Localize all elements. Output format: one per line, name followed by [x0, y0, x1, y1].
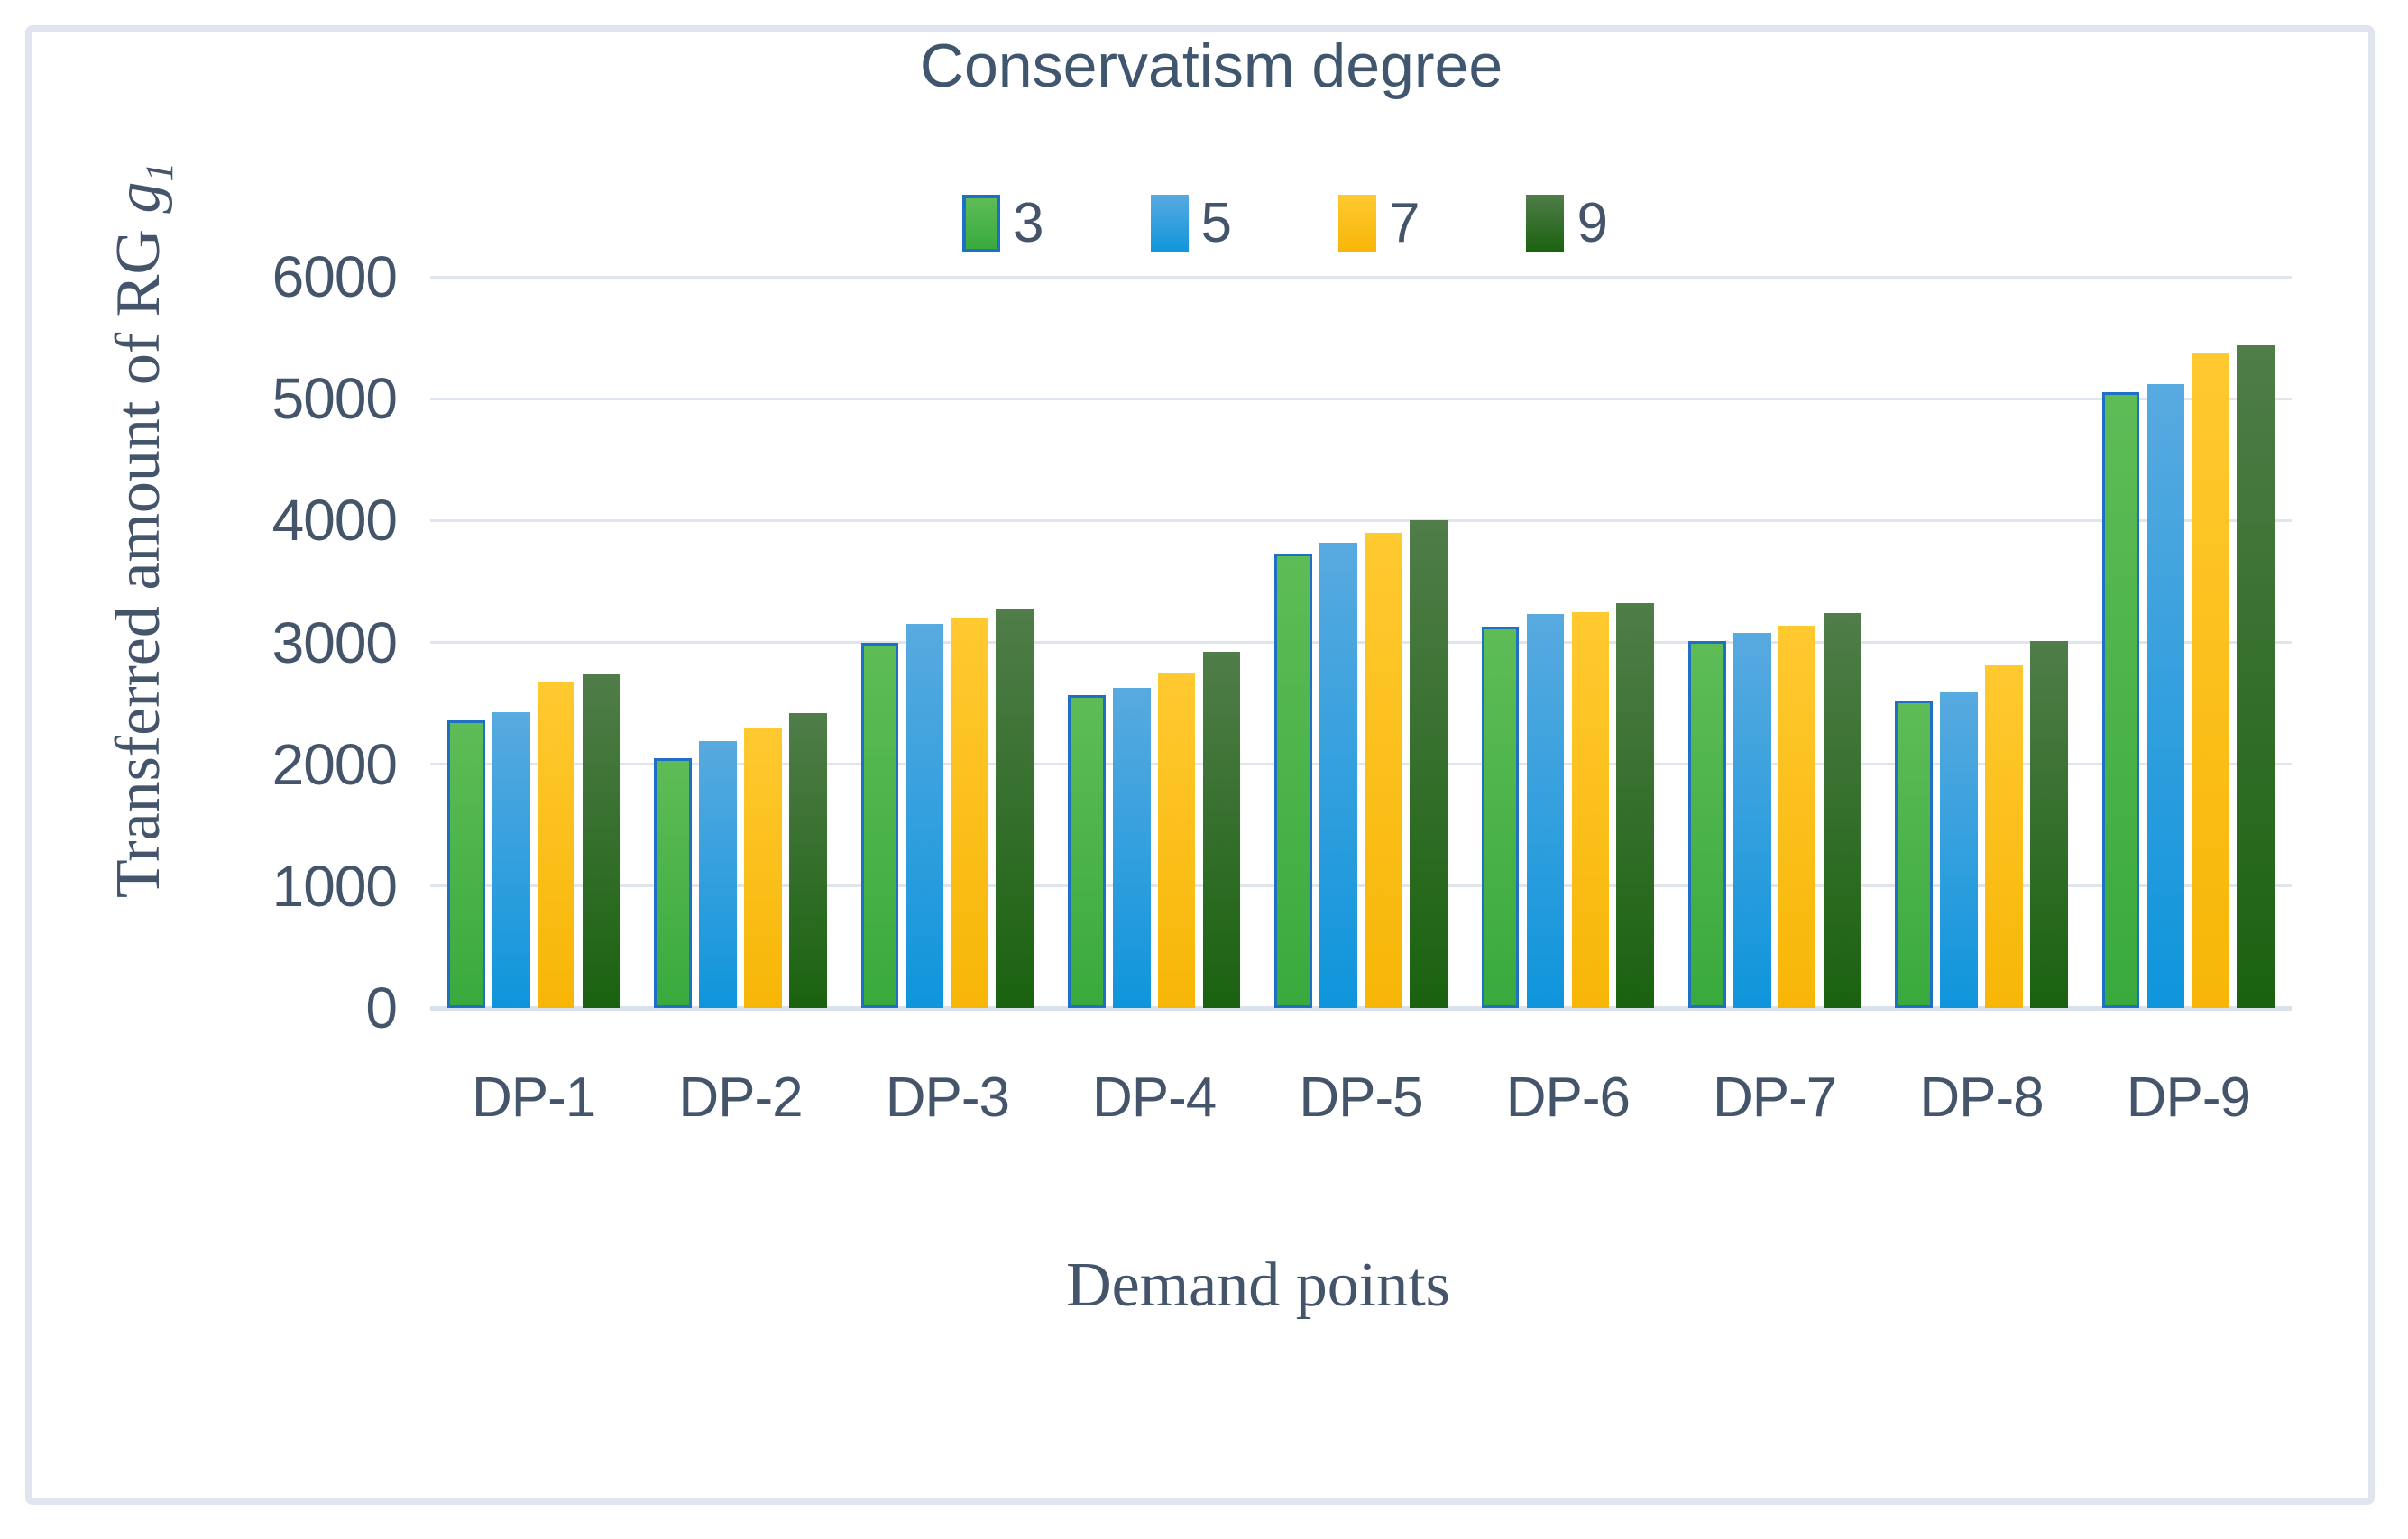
- gridline: [430, 884, 2292, 888]
- bar-DP-2-degree-9[interactable]: [789, 712, 827, 1008]
- bar-DP-1-degree-7[interactable]: [537, 681, 575, 1008]
- bar-DP-1-degree-5[interactable]: [492, 711, 530, 1008]
- bar-DP-6-degree-3[interactable]: [1481, 626, 1520, 1008]
- bar-DP-7-degree-5[interactable]: [1733, 632, 1771, 1008]
- bar-DP-4-degree-5[interactable]: [1113, 687, 1151, 1008]
- bar-DP-8-degree-9[interactable]: [2030, 641, 2068, 1008]
- legend-label-3: 3: [1013, 192, 1044, 254]
- x-axis-label-DP-5: DP-5: [1299, 1067, 1423, 1129]
- bar-DP-4-degree-3[interactable]: [1068, 694, 1106, 1008]
- bar-DP-5-degree-5[interactable]: [1319, 542, 1357, 1008]
- x-axis-label-DP-7: DP-7: [1713, 1067, 1837, 1129]
- bar-DP-6-degree-5[interactable]: [1526, 614, 1565, 1008]
- y-tick-label: 2000: [271, 731, 398, 797]
- legend-label-9: 9: [1576, 192, 1608, 254]
- x-axis-label-DP-1: DP-1: [472, 1067, 596, 1129]
- bar-DP-2-degree-3[interactable]: [654, 757, 692, 1008]
- y-axis-title-subscript: 1: [138, 161, 181, 182]
- bar-DP-9-degree-3[interactable]: [2101, 392, 2140, 1008]
- bar-DP-7-degree-9[interactable]: [1823, 613, 1861, 1008]
- bar-DP-9-degree-9[interactable]: [2237, 344, 2275, 1008]
- bar-DP-3-degree-7[interactable]: [951, 618, 989, 1008]
- gridline: [430, 763, 2292, 766]
- bar-DP-3-degree-3[interactable]: [860, 642, 899, 1008]
- bar-DP-3-degree-9[interactable]: [996, 609, 1034, 1008]
- legend-item-7[interactable]: 7: [1338, 191, 1420, 255]
- x-axis-label-DP-4: DP-4: [1092, 1067, 1217, 1129]
- y-tick-label: 5000: [271, 366, 398, 432]
- gridline: [430, 518, 2292, 522]
- chart-legend: 3 5 7 9: [162, 191, 2408, 255]
- legend-swatch-9: [1526, 194, 1565, 252]
- y-tick-label: 4000: [271, 488, 398, 554]
- gridline: [430, 641, 2292, 644]
- legend-label-7: 7: [1389, 192, 1420, 254]
- bar-DP-5-degree-3[interactable]: [1274, 553, 1312, 1008]
- bar-DP-8-degree-7[interactable]: [1985, 665, 2023, 1008]
- gridline: [430, 397, 2292, 400]
- x-axis-label-DP-9: DP-9: [2126, 1067, 2251, 1129]
- bar-DP-1-degree-3[interactable]: [447, 720, 485, 1008]
- bar-DP-5-degree-9[interactable]: [1410, 520, 1448, 1008]
- bar-DP-2-degree-5[interactable]: [699, 740, 737, 1008]
- legend-label-5: 5: [1200, 192, 1232, 254]
- bar-DP-2-degree-7[interactable]: [744, 728, 782, 1008]
- legend-item-3[interactable]: 3: [962, 191, 1044, 255]
- legend-item-5[interactable]: 5: [1150, 191, 1232, 255]
- x-axis-label-DP-6: DP-6: [1505, 1067, 1631, 1129]
- bar-DP-7-degree-7[interactable]: [1778, 625, 1816, 1008]
- x-axis-title: Demand points: [1066, 1250, 1450, 1320]
- y-tick-label: 1000: [271, 853, 398, 919]
- bar-DP-9-degree-5[interactable]: [2146, 383, 2185, 1008]
- x-axis-line: [430, 1005, 2292, 1011]
- bar-DP-6-degree-7[interactable]: [1571, 611, 1610, 1008]
- legend-swatch-5: [1150, 194, 1189, 252]
- bar-DP-3-degree-5[interactable]: [905, 624, 944, 1008]
- bar-DP-4-degree-7[interactable]: [1157, 673, 1196, 1008]
- x-axis-label-DP-2: DP-2: [678, 1067, 803, 1129]
- chart-title: Conservatism degree: [919, 32, 1503, 100]
- bar-DP-8-degree-3[interactable]: [1895, 701, 1933, 1008]
- bar-DP-1-degree-9[interactable]: [582, 673, 620, 1008]
- y-axis-title-text: Transferred amount of RG: [104, 213, 173, 899]
- y-tick-label: 6000: [271, 244, 398, 309]
- x-axis-label-DP-3: DP-3: [885, 1067, 1010, 1129]
- y-tick-label: 3000: [271, 609, 398, 675]
- bar-DP-4-degree-9[interactable]: [1202, 652, 1241, 1008]
- y-axis-title-symbol: g: [104, 181, 173, 214]
- bar-DP-6-degree-9[interactable]: [1616, 603, 1654, 1008]
- gridline: [430, 275, 2292, 279]
- bar-DP-7-degree-3[interactable]: [1688, 641, 1726, 1008]
- y-tick-label: 0: [365, 976, 398, 1040]
- bar-DP-5-degree-7[interactable]: [1365, 532, 1402, 1008]
- y-axis-title: Transferred amount of RG g1: [103, 162, 182, 898]
- legend-swatch-3: [962, 194, 1001, 252]
- bar-DP-9-degree-7[interactable]: [2192, 352, 2230, 1008]
- legend-item-9[interactable]: 9: [1526, 191, 1608, 255]
- legend-swatch-7: [1338, 194, 1376, 252]
- x-axis-label-DP-8: DP-8: [1919, 1067, 2044, 1129]
- bar-DP-8-degree-5[interactable]: [1940, 691, 1978, 1008]
